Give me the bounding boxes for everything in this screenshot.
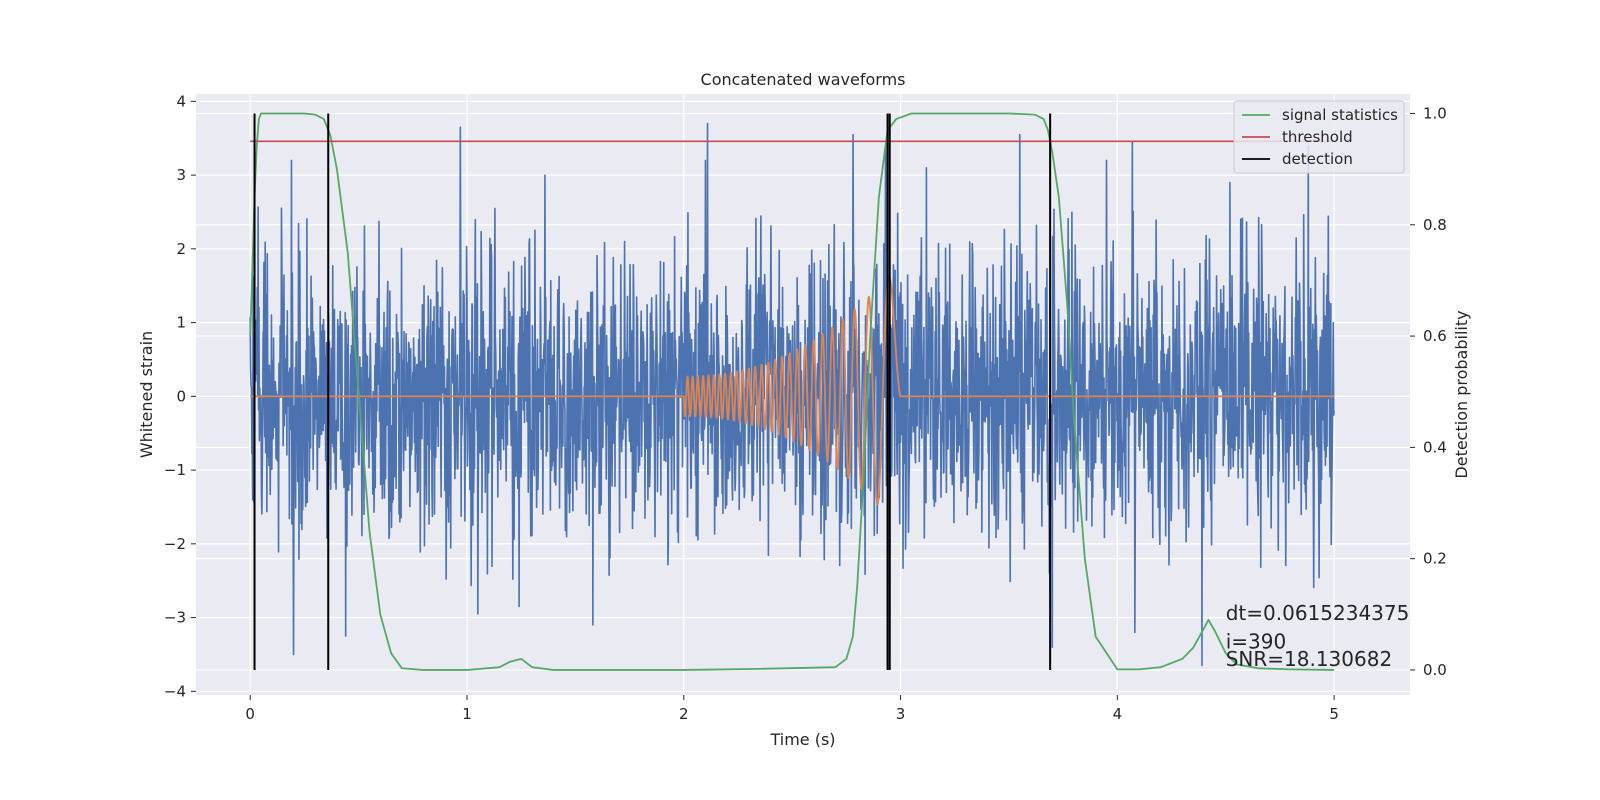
x-tick-label: 0	[245, 705, 255, 723]
y2-tick-label: 0.8	[1423, 216, 1447, 234]
y-tick-label: −1	[164, 461, 186, 479]
y-tick-label: −3	[164, 609, 186, 627]
data-layer	[249, 112, 1335, 671]
x-tick-label: 2	[679, 705, 689, 723]
y2-tick-label: 1.0	[1423, 104, 1447, 122]
y2-tick-label: 0.0	[1423, 661, 1447, 679]
y-axis-label: Whitened strain	[137, 331, 156, 458]
chart-title: Concatenated waveforms	[701, 70, 906, 89]
legend-label-detection: detection	[1282, 150, 1353, 168]
y2-axis-label: Detection probability	[1452, 310, 1471, 478]
y-tick-label: 4	[176, 92, 186, 110]
axis-ticks: 0 1 2 3 4 5 −4 −3 −2 −1 0 1 2 3 4 0.0 0.2 0.4 0.6 0.8 1.0	[164, 92, 1447, 723]
signal-waveform-line	[250, 275, 1335, 506]
signal-statistics-line	[249, 112, 1335, 671]
x-tick-label: 3	[896, 705, 906, 723]
legend-label-signal-statistics: signal statistics	[1282, 106, 1398, 124]
strain-noise-line	[249, 122, 1335, 670]
y-tick-label: 1	[176, 314, 186, 332]
annotation-text: dt=0.0615234375	[1226, 601, 1410, 625]
y2-tick-label: 0.6	[1423, 327, 1447, 345]
y-tick-label: 2	[176, 240, 186, 258]
y2-tick-label: 0.4	[1423, 438, 1447, 456]
x-axis-label: Time (s)	[769, 730, 835, 749]
legend-label-threshold: threshold	[1282, 128, 1353, 146]
y-tick-label: 3	[176, 166, 186, 184]
y2-tick-label: 0.2	[1423, 550, 1447, 568]
y-tick-label: 0	[176, 387, 186, 405]
y-tick-label: −2	[164, 535, 186, 553]
x-tick-label: 5	[1329, 705, 1339, 723]
annotation-text: i=390	[1226, 630, 1287, 654]
x-tick-label: 1	[462, 705, 472, 723]
legend-box	[1233, 100, 1405, 174]
x-tick-label: 4	[1113, 705, 1123, 723]
legend: signal statistics threshold detection	[1233, 100, 1405, 174]
grid-lines	[196, 94, 1410, 695]
y-tick-label: −4	[164, 682, 186, 700]
annotation-text: SNR=18.130682	[1226, 647, 1392, 671]
